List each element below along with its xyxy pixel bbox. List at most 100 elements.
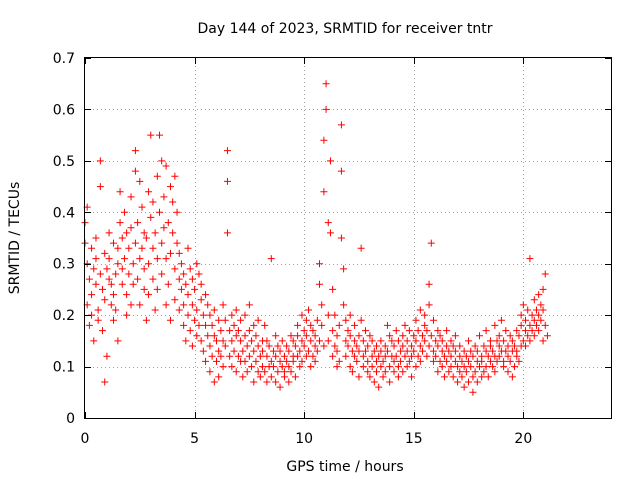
- data-point: [278, 337, 286, 345]
- data-point: [511, 342, 519, 350]
- data-point: [228, 337, 236, 345]
- data-point: [403, 363, 411, 371]
- data-point: [333, 347, 341, 355]
- data-point: [408, 352, 416, 360]
- data-point: [186, 327, 194, 335]
- data-point: [359, 352, 367, 360]
- data-point: [465, 357, 473, 365]
- data-point: [346, 332, 354, 340]
- data-point: [197, 296, 205, 304]
- data-point: [416, 342, 424, 350]
- data-point: [134, 275, 142, 283]
- data-point: [440, 373, 448, 381]
- data-point: [184, 244, 192, 252]
- data-point: [109, 316, 117, 324]
- data-point: [364, 342, 372, 350]
- data-point: [116, 188, 124, 196]
- data-point: [114, 337, 122, 345]
- data-point: [177, 285, 185, 293]
- data-point: [173, 208, 181, 216]
- data-point: [311, 332, 319, 340]
- data-point: [375, 383, 383, 391]
- data-point: [184, 291, 192, 299]
- data-point: [368, 352, 376, 360]
- data-point: [215, 316, 223, 324]
- data-point: [530, 316, 538, 324]
- data-point: [390, 342, 398, 350]
- data-point: [147, 213, 155, 221]
- data-point: [316, 260, 324, 268]
- data-point: [480, 368, 488, 376]
- data-point: [94, 306, 102, 314]
- x-tick-label: 20: [514, 431, 532, 447]
- data-point: [151, 229, 159, 237]
- data-point: [274, 368, 282, 376]
- data-point: [440, 352, 448, 360]
- data-point: [326, 229, 334, 237]
- data-point: [125, 270, 133, 278]
- data-point: [537, 316, 545, 324]
- data-point: [401, 352, 409, 360]
- data-point: [370, 378, 378, 386]
- data-point: [232, 306, 240, 314]
- data-point: [429, 316, 437, 324]
- data-point: [164, 280, 172, 288]
- series-srmtid: [81, 80, 551, 396]
- data-point: [313, 316, 321, 324]
- data-point: [210, 332, 218, 340]
- data-point: [484, 352, 492, 360]
- data-point: [105, 229, 113, 237]
- data-point: [528, 327, 536, 335]
- data-point: [166, 183, 174, 191]
- data-point: [394, 363, 402, 371]
- data-point: [259, 347, 267, 355]
- data-point: [465, 337, 473, 345]
- data-point: [197, 337, 205, 345]
- data-point: [528, 311, 536, 319]
- data-point: [449, 373, 457, 381]
- data-point: [272, 332, 280, 340]
- data-point: [381, 342, 389, 350]
- data-point: [416, 306, 424, 314]
- data-point: [506, 357, 514, 365]
- data-point: [535, 291, 543, 299]
- data-point: [539, 285, 547, 293]
- y-tick-label: 0.7: [53, 51, 75, 67]
- data-point: [188, 275, 196, 283]
- data-point: [386, 363, 394, 371]
- data-point: [381, 352, 389, 360]
- data-point: [412, 316, 420, 324]
- data-point: [156, 131, 164, 139]
- data-point: [169, 198, 177, 206]
- data-point: [103, 265, 111, 273]
- data-point: [239, 373, 247, 381]
- data-point: [451, 347, 459, 355]
- data-point: [259, 363, 267, 371]
- data-point: [123, 229, 131, 237]
- data-point: [495, 352, 503, 360]
- data-point: [408, 342, 416, 350]
- data-point: [149, 275, 157, 283]
- data-point: [469, 373, 477, 381]
- data-point: [206, 342, 214, 350]
- data-point: [136, 177, 144, 185]
- data-point: [134, 219, 142, 227]
- data-point: [532, 306, 540, 314]
- data-point: [151, 306, 159, 314]
- data-point: [414, 352, 422, 360]
- data-point: [180, 270, 188, 278]
- data-point: [438, 363, 446, 371]
- data-point: [462, 368, 470, 376]
- data-point: [537, 301, 545, 309]
- data-point: [213, 357, 220, 365]
- data-point: [364, 368, 372, 376]
- data-point: [346, 363, 354, 371]
- data-point: [245, 352, 253, 360]
- data-point: [357, 316, 365, 324]
- data-point: [399, 332, 407, 340]
- data-point: [465, 378, 473, 386]
- data-point: [482, 363, 490, 371]
- data-point: [473, 347, 481, 355]
- data-point: [359, 363, 367, 371]
- data-point: [162, 255, 170, 263]
